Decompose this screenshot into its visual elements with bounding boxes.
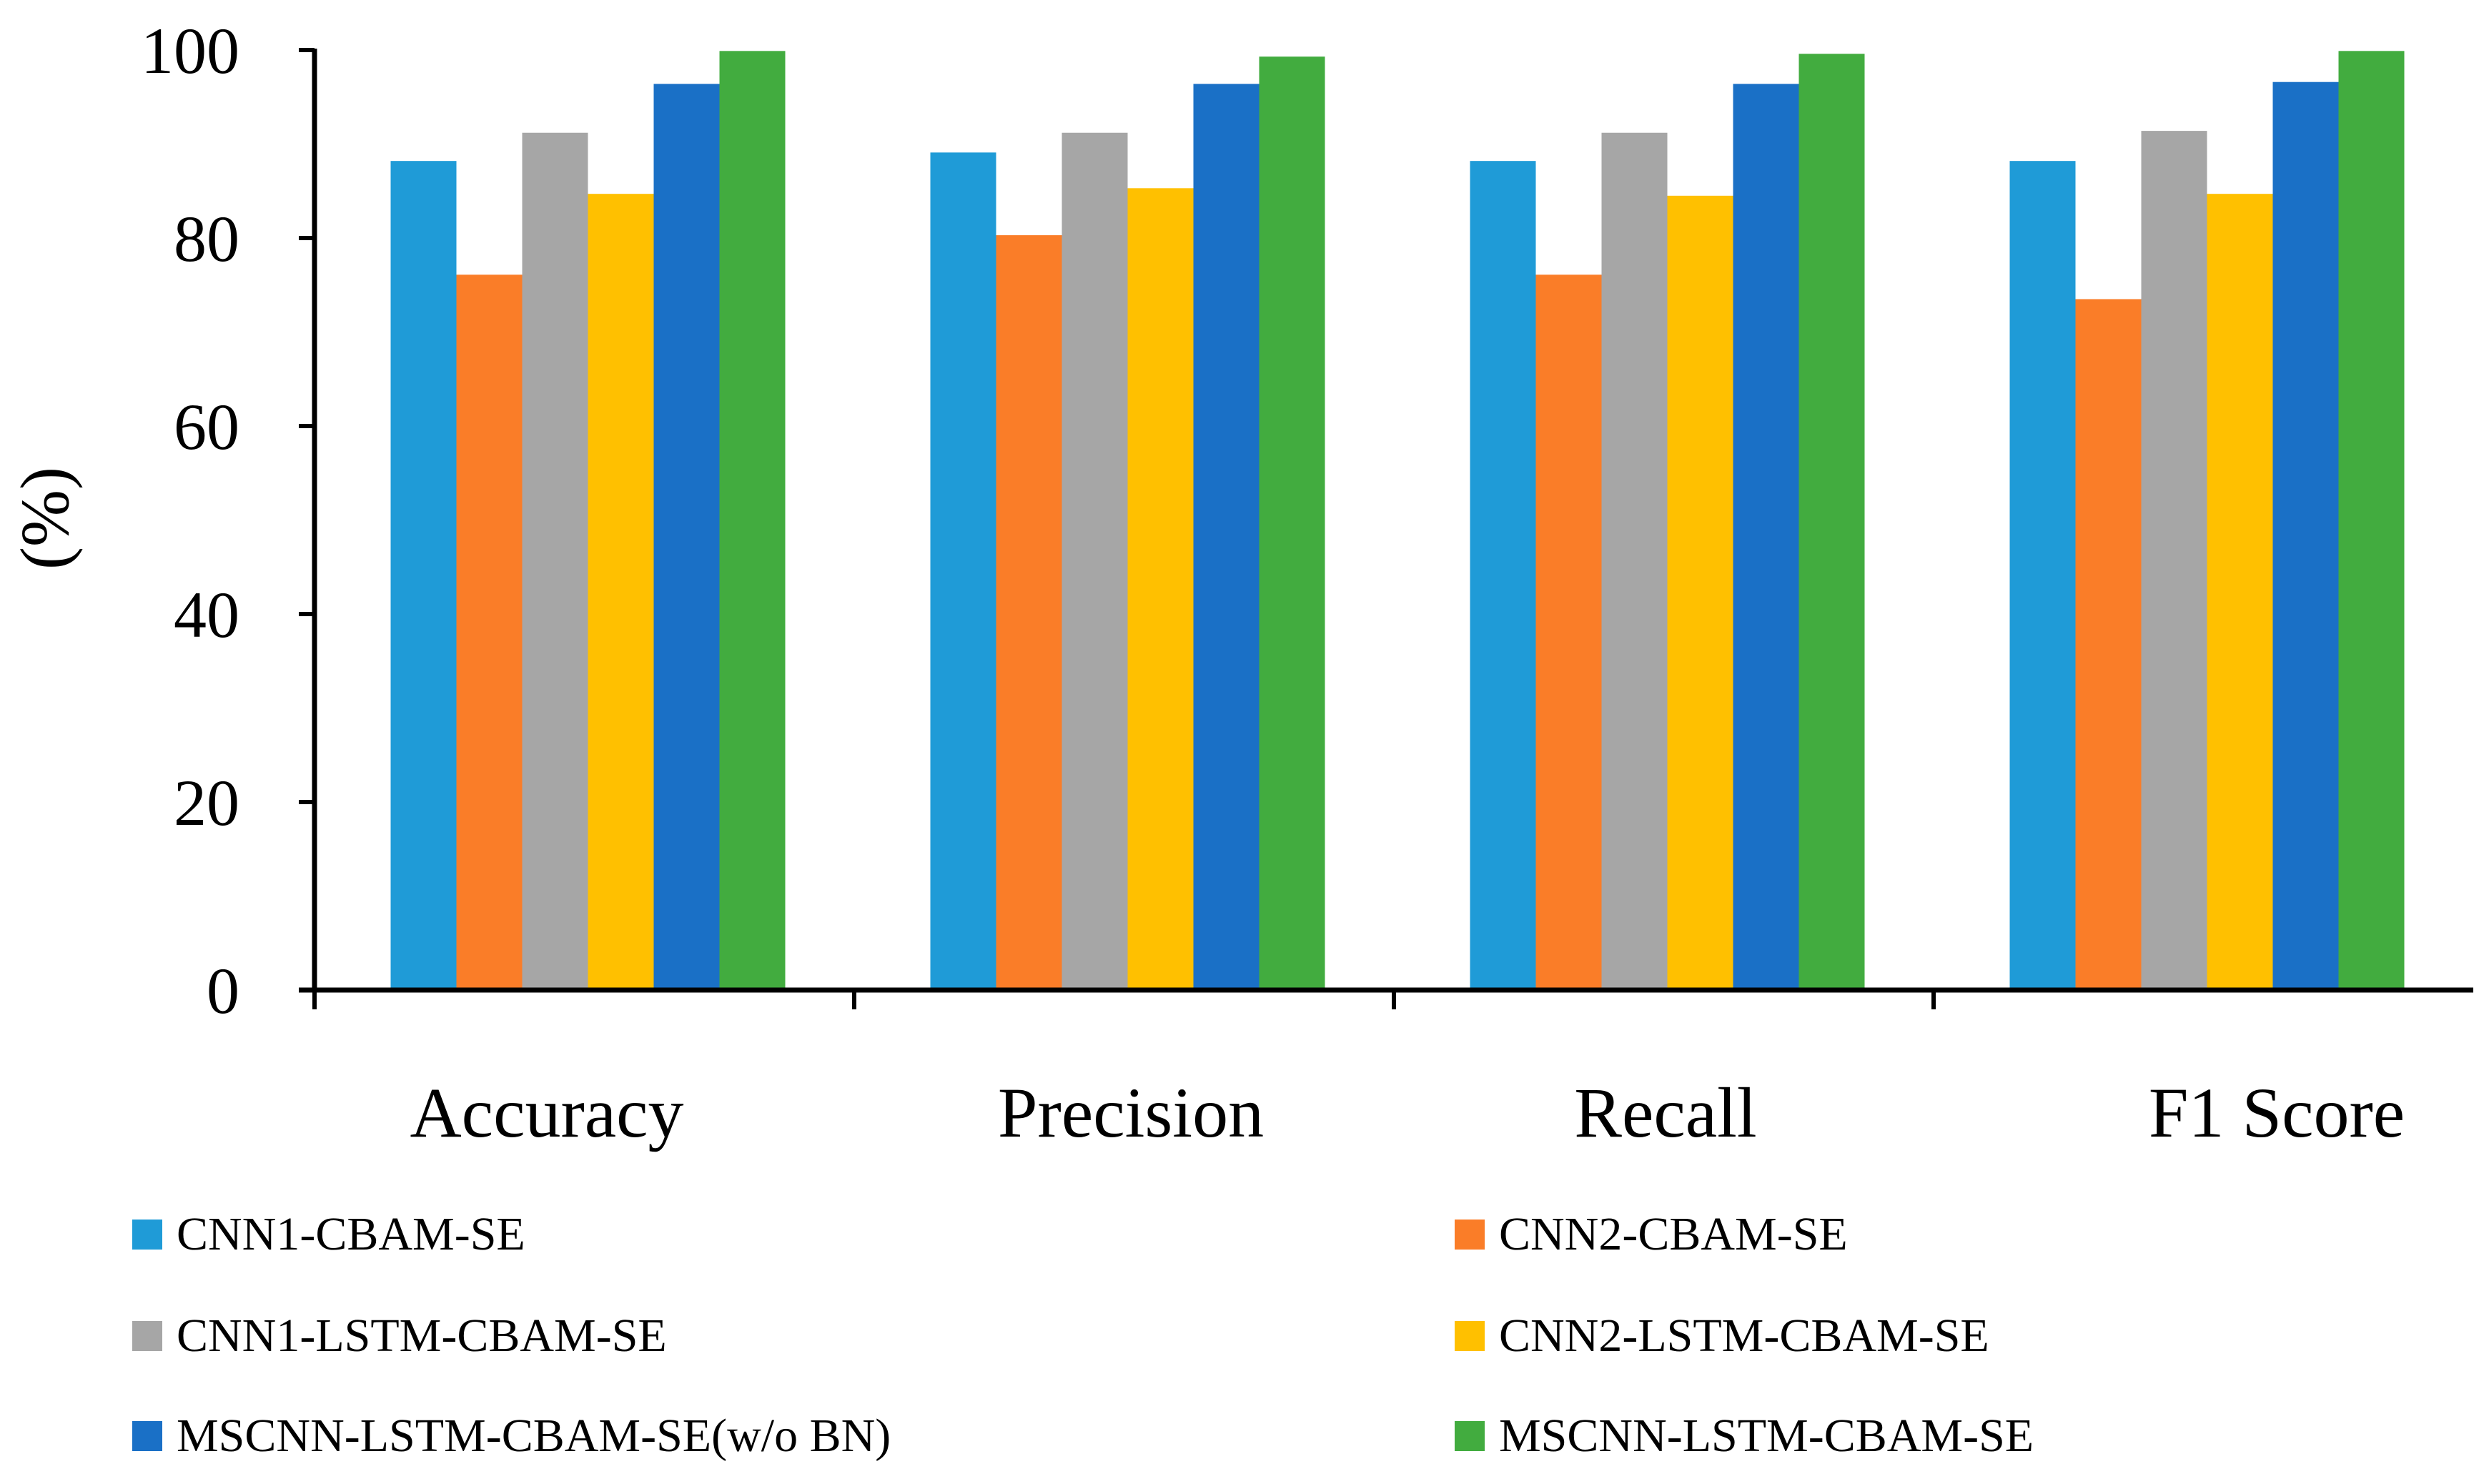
y-tick-label: 60 [174,390,239,463]
y-tick-label: 20 [174,766,239,839]
bar-precision-mscnn-lstm-cbam-se-w-o-bn- [1193,84,1260,991]
bar-precision-cnn1-lstm-cbam-se [1062,132,1128,991]
y-tick-label: 80 [174,202,239,275]
legend-label: MSCNN-LSTM-CBAM-SE(w/o BN) [177,1410,891,1462]
axes [299,49,2473,1009]
bar-precision-cnn2-lstm-cbam-se [1127,188,1194,991]
y-axis-label: (%) [6,467,83,570]
legend-label: CNN1-CBAM-SE [177,1208,525,1260]
x-axis-categories: Accuracy Precision Recall F1 Score [410,1073,2405,1152]
x-category-label: Precision [998,1073,1264,1152]
y-tick-label: 0 [207,954,239,1027]
x-category-label: Accuracy [410,1073,683,1152]
legend-label: MSCNN-LSTM-CBAM-SE [1499,1410,2034,1462]
bar-accuracy-cnn2-lstm-cbam-se [588,194,654,990]
bar-recall-mscnn-lstm-cbam-se [1798,54,1865,990]
legend-swatch [132,1321,162,1351]
y-tick-label: 40 [174,578,239,651]
bar-precision-cnn2-cbam-se [996,235,1062,991]
legend: CNN1-CBAM-SE CNN2-CBAM-SE CNN1-LSTM-CBAM-S… [132,1208,2034,1462]
legend-swatch [132,1421,162,1451]
bar-f1-score-mscnn-lstm-cbam-se [2338,51,2405,991]
legend-label: CNN2-CBAM-SE [1499,1208,1848,1260]
bar-precision-cnn1-cbam-se [930,152,996,991]
bar-f1-score-cnn1-cbam-se [2009,161,2076,990]
legend-swatch [1455,1220,1485,1250]
bar-recall-cnn2-cbam-se [1535,274,1602,990]
y-axis-label-group: (%) [6,467,83,570]
bars [390,51,2405,991]
x-category-label: F1 Score [2149,1073,2405,1152]
bar-recall-cnn1-lstm-cbam-se [1601,132,1668,991]
x-category-label: Recall [1574,1073,1756,1152]
bar-f1-score-cnn2-cbam-se [2075,299,2142,991]
bar-accuracy-cnn2-cbam-se [456,274,523,990]
y-axis-ticks: 0 20 40 60 80 100 [141,14,315,1027]
legend-swatch [132,1220,162,1250]
legend-label: CNN2-LSTM-CBAM-SE [1499,1310,1989,1362]
bar-recall-mscnn-lstm-cbam-se-w-o-bn- [1733,84,1799,991]
bar-accuracy-cnn1-lstm-cbam-se [522,132,588,991]
bar-accuracy-mscnn-lstm-cbam-se-w-o-bn- [653,84,720,991]
bar-recall-cnn1-cbam-se [1470,161,1536,990]
y-tick-label: 100 [141,14,239,87]
legend-swatch [1455,1421,1485,1451]
legend-label: CNN1-LSTM-CBAM-SE [177,1310,667,1362]
bar-f1-score-mscnn-lstm-cbam-se-w-o-bn- [2272,81,2339,991]
bar-f1-score-cnn1-lstm-cbam-se [2141,131,2207,991]
bar-recall-cnn2-lstm-cbam-se [1667,195,1733,991]
bar-f1-score-cnn2-lstm-cbam-se [2207,194,2273,990]
legend-swatch [1455,1321,1485,1351]
bar-accuracy-mscnn-lstm-cbam-se [719,51,786,991]
bar-accuracy-cnn1-cbam-se [390,161,457,990]
bar-precision-mscnn-lstm-cbam-se [1259,56,1325,991]
